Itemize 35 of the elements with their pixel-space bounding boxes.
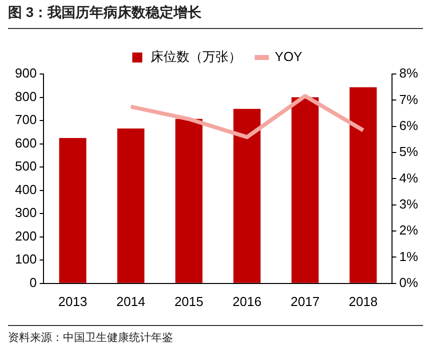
bar bbox=[292, 97, 319, 283]
x-tick-label: 2018 bbox=[348, 294, 378, 309]
bar bbox=[233, 108, 261, 283]
y-tick-label: 900 bbox=[14, 66, 37, 81]
y-tick-label: 700 bbox=[14, 112, 37, 128]
text: 资料来源：中国卫生健康统计年鉴 bbox=[8, 330, 174, 344]
legend-label: 床位数（万张） bbox=[150, 49, 242, 64]
y2-tick-label: 6% bbox=[399, 118, 418, 133]
x-tick-label: 2014 bbox=[116, 294, 146, 309]
bar bbox=[350, 87, 377, 283]
bar bbox=[117, 128, 144, 283]
y-tick-label: 400 bbox=[14, 182, 37, 197]
y2-tick-label: 7% bbox=[399, 92, 418, 107]
y-tick-label: 800 bbox=[14, 88, 37, 104]
y-tick-label: 600 bbox=[14, 135, 37, 150]
y-tick-label: 200 bbox=[14, 228, 37, 244]
bar bbox=[175, 118, 202, 283]
x-tick-label: 2017 bbox=[290, 294, 320, 309]
y2-tick-label: 2% bbox=[399, 222, 418, 238]
y-tick-label: 0 bbox=[29, 274, 37, 290]
chart-title: 图 3：我国历年病床数稳定增长 bbox=[8, 4, 203, 22]
y2-tick-label: 0% bbox=[399, 274, 418, 290]
y2-tick-label: 4% bbox=[399, 170, 418, 186]
y-tick-label: 100 bbox=[14, 252, 37, 267]
y-tick-label: 300 bbox=[14, 205, 37, 220]
y2-tick-label: 1% bbox=[399, 248, 418, 264]
y-tick-label: 500 bbox=[14, 158, 37, 174]
x-tick-label: 2016 bbox=[232, 294, 262, 309]
y2-tick-label: 3% bbox=[399, 196, 418, 212]
x-tick-label: 2015 bbox=[174, 294, 204, 309]
x-tick-label: 2013 bbox=[58, 294, 88, 309]
legend-label: YOY bbox=[274, 49, 303, 64]
bar bbox=[59, 138, 86, 283]
y2-tick-label: 8% bbox=[399, 66, 418, 81]
y2-tick-label: 5% bbox=[399, 144, 418, 160]
